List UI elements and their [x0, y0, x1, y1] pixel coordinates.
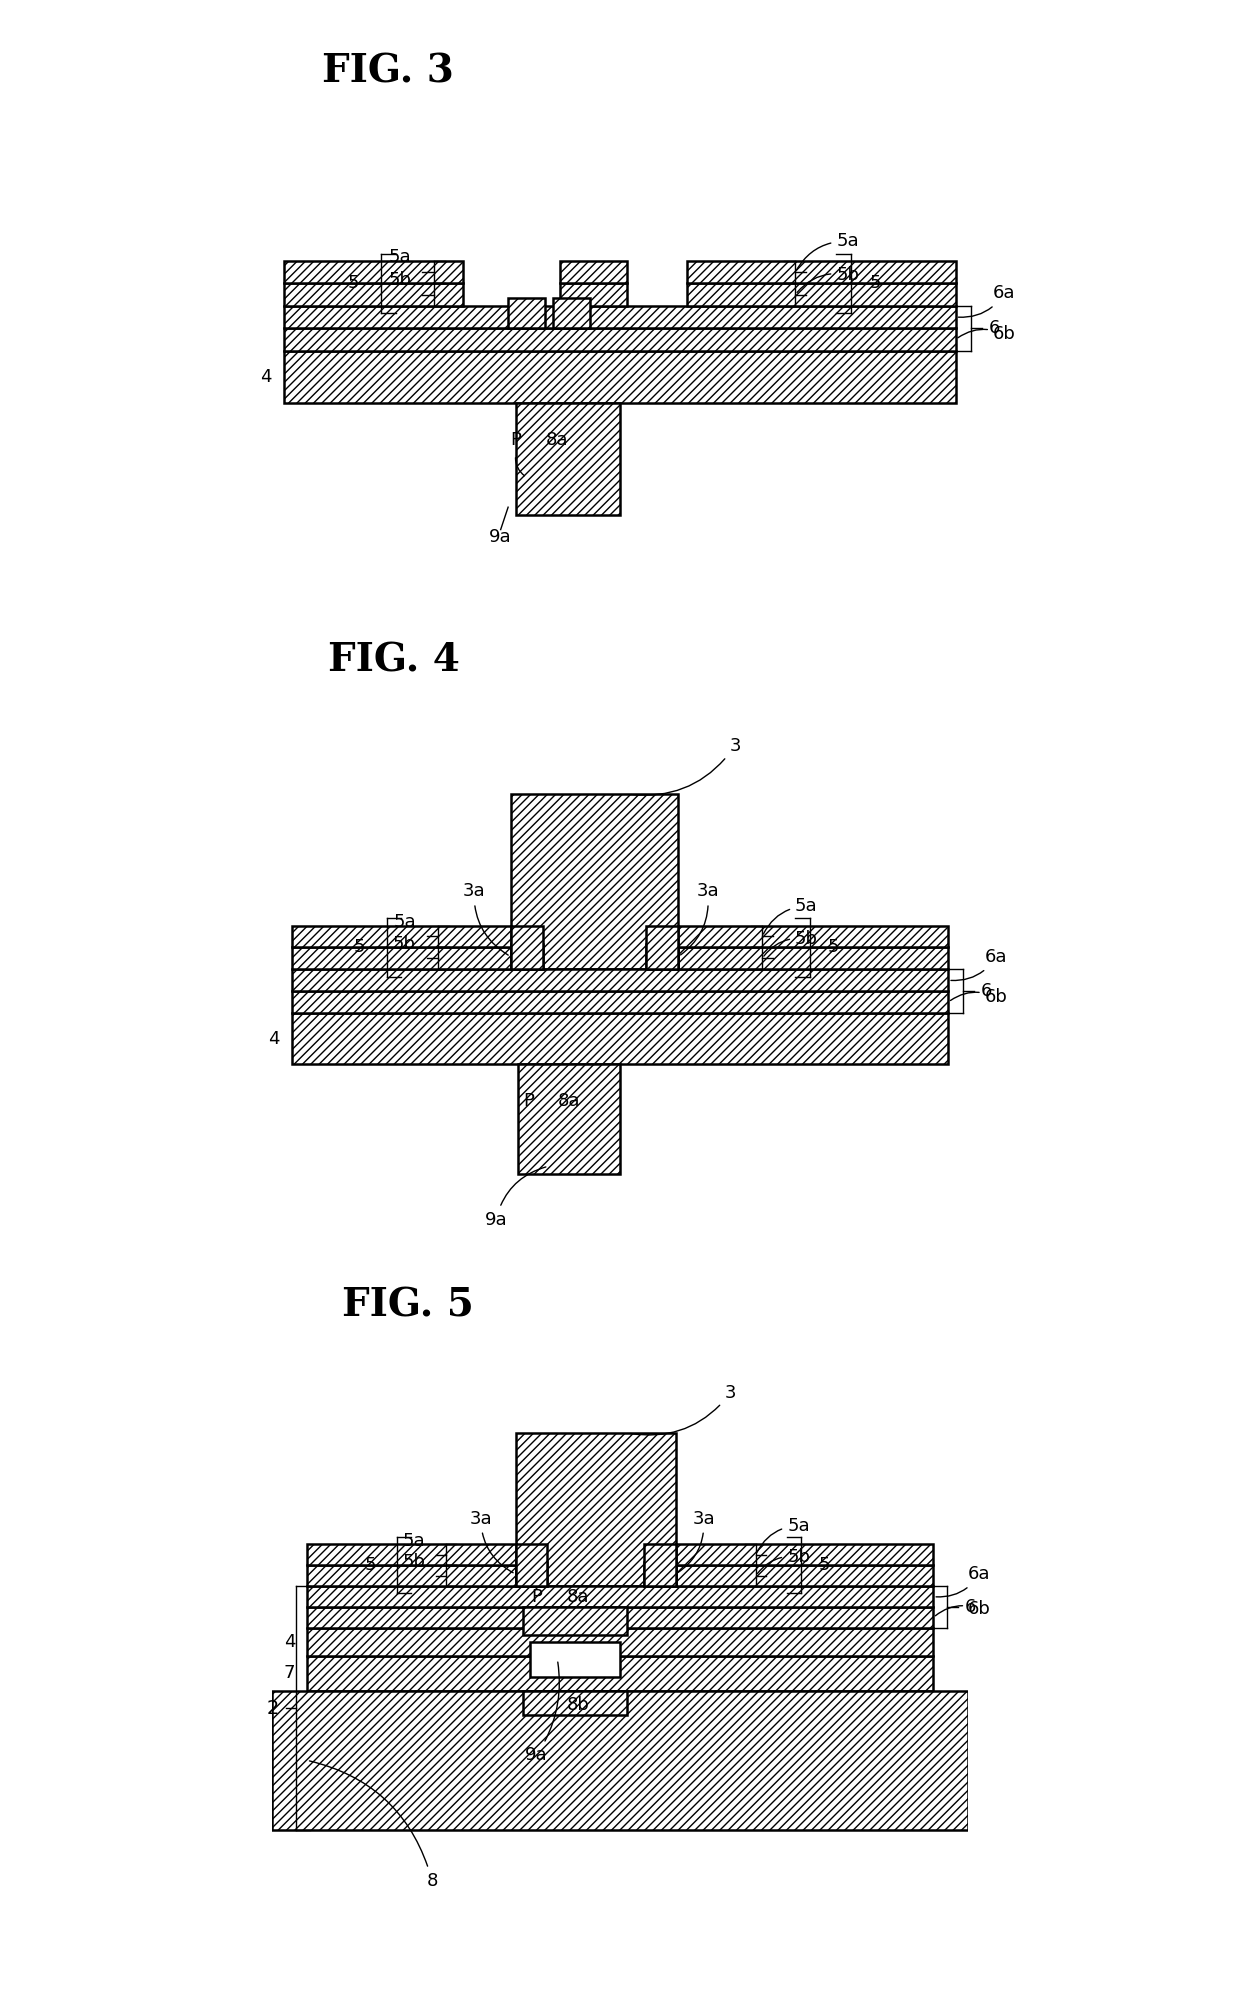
Text: 8a: 8a: [567, 1587, 589, 1605]
Bar: [511, 945, 543, 969]
Text: 5a: 5a: [393, 913, 415, 931]
Bar: [560, 282, 627, 306]
Bar: [560, 261, 627, 284]
Bar: [518, 1064, 620, 1174]
Bar: [291, 991, 949, 1012]
Bar: [645, 1561, 676, 1587]
Text: 5b: 5b: [393, 935, 415, 953]
Bar: [306, 1587, 934, 1607]
Text: 9a: 9a: [490, 527, 512, 547]
Text: 4: 4: [268, 1030, 279, 1048]
Text: 5: 5: [818, 1555, 830, 1575]
Text: 6: 6: [990, 318, 1001, 338]
Bar: [516, 1561, 547, 1587]
Bar: [553, 298, 590, 328]
Text: 3: 3: [630, 1384, 735, 1434]
Text: 6: 6: [981, 983, 992, 1000]
Text: 3a: 3a: [678, 1510, 714, 1573]
Bar: [306, 1607, 934, 1627]
Text: 6a: 6a: [936, 1565, 991, 1597]
Text: 5a: 5a: [403, 1532, 425, 1549]
Bar: [306, 1565, 516, 1587]
Bar: [522, 1691, 627, 1715]
Bar: [516, 1434, 676, 1587]
Bar: [291, 947, 511, 969]
Text: 6b: 6b: [935, 1599, 991, 1619]
Bar: [284, 282, 464, 306]
Bar: [646, 945, 678, 969]
Bar: [511, 794, 678, 969]
Text: 8a: 8a: [546, 432, 568, 450]
Text: 5b: 5b: [388, 271, 412, 288]
Text: P: P: [531, 1587, 542, 1605]
Text: 5: 5: [365, 1555, 377, 1575]
Text: 5a: 5a: [764, 897, 817, 935]
Bar: [529, 1643, 620, 1677]
Bar: [645, 1545, 676, 1587]
Text: 6: 6: [965, 1597, 976, 1617]
Bar: [284, 261, 464, 284]
Text: 5b: 5b: [402, 1553, 425, 1571]
Text: 6b: 6b: [959, 326, 1016, 344]
Text: 3a: 3a: [681, 883, 719, 955]
Text: 6a: 6a: [951, 949, 1007, 981]
Text: P: P: [510, 432, 521, 450]
Bar: [306, 1627, 934, 1655]
Text: 8a: 8a: [558, 1092, 580, 1110]
Text: 5b: 5b: [764, 929, 818, 957]
Bar: [306, 1545, 516, 1565]
Text: 5: 5: [828, 939, 839, 957]
Bar: [284, 328, 956, 350]
Bar: [522, 1607, 627, 1635]
Text: 8: 8: [310, 1760, 438, 1890]
Text: 8b: 8b: [567, 1695, 590, 1715]
Text: 5a: 5a: [388, 249, 412, 267]
Text: 3: 3: [631, 736, 740, 796]
Text: 5a: 5a: [796, 233, 859, 271]
Bar: [306, 1655, 934, 1691]
Bar: [678, 925, 949, 947]
Text: 3a: 3a: [463, 883, 508, 955]
Text: 5: 5: [353, 939, 365, 957]
Bar: [291, 969, 949, 991]
Text: 3a: 3a: [470, 1510, 513, 1573]
Text: 7: 7: [284, 1665, 295, 1683]
Bar: [687, 282, 956, 306]
Text: 5b: 5b: [797, 267, 859, 292]
Text: FIG. 5: FIG. 5: [341, 1287, 474, 1325]
Bar: [291, 925, 511, 947]
Bar: [508, 298, 546, 328]
Text: 9a: 9a: [485, 1168, 546, 1229]
Text: 4: 4: [284, 1633, 295, 1651]
Bar: [291, 1012, 949, 1064]
Text: 4: 4: [260, 368, 272, 386]
Bar: [687, 261, 956, 284]
Bar: [516, 402, 620, 515]
Bar: [676, 1545, 934, 1565]
Text: 6a: 6a: [959, 284, 1016, 318]
Bar: [676, 1565, 934, 1587]
Bar: [284, 306, 956, 328]
Text: P: P: [523, 1092, 534, 1110]
Text: 6b: 6b: [950, 989, 1008, 1006]
Text: 9a: 9a: [526, 1663, 559, 1764]
Bar: [272, 1691, 968, 1830]
Bar: [646, 925, 678, 969]
Bar: [678, 947, 949, 969]
Text: 5: 5: [870, 274, 882, 292]
Text: 5b: 5b: [758, 1547, 810, 1573]
Bar: [511, 925, 543, 969]
Bar: [284, 350, 956, 402]
Text: FIG. 3: FIG. 3: [321, 52, 454, 90]
Bar: [516, 1545, 547, 1587]
Text: 2: 2: [267, 1699, 279, 1718]
Text: FIG. 4: FIG. 4: [329, 640, 460, 678]
Text: 5a: 5a: [756, 1516, 810, 1551]
Text: 5: 5: [347, 274, 358, 292]
